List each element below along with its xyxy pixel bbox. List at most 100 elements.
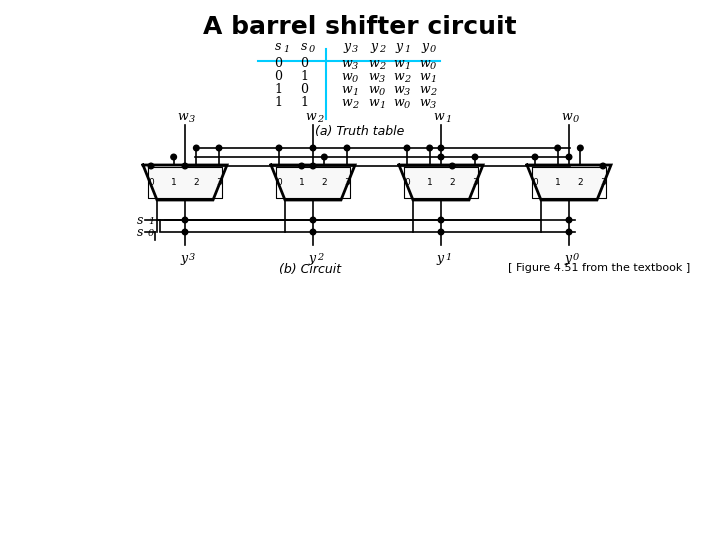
Circle shape <box>310 229 316 235</box>
Text: 3: 3 <box>352 62 359 71</box>
Text: y: y <box>421 40 428 53</box>
Circle shape <box>404 145 410 151</box>
Text: (a) Truth table: (a) Truth table <box>315 125 405 138</box>
Text: 0: 0 <box>379 88 385 97</box>
Text: 1: 1 <box>379 101 385 110</box>
Text: w: w <box>305 110 316 123</box>
Text: 1: 1 <box>274 96 282 109</box>
Circle shape <box>171 154 176 160</box>
Circle shape <box>449 163 455 169</box>
Text: 3: 3 <box>472 178 478 187</box>
Text: 0: 0 <box>300 57 308 70</box>
Text: 1: 1 <box>352 88 359 97</box>
Text: w: w <box>562 110 572 123</box>
Text: 1: 1 <box>300 70 308 83</box>
Polygon shape <box>527 165 611 200</box>
Polygon shape <box>271 165 355 200</box>
Text: w: w <box>394 96 405 109</box>
Circle shape <box>299 163 305 169</box>
Text: w: w <box>420 70 431 83</box>
Circle shape <box>566 229 572 235</box>
Text: 2: 2 <box>449 178 455 187</box>
Text: w: w <box>394 83 405 96</box>
Text: 2: 2 <box>430 88 436 97</box>
Text: (b) Circuit: (b) Circuit <box>279 263 341 276</box>
Polygon shape <box>399 165 483 200</box>
Circle shape <box>216 145 222 151</box>
Text: 0: 0 <box>573 253 580 262</box>
Circle shape <box>566 217 572 223</box>
Circle shape <box>148 163 154 169</box>
Text: w: w <box>341 96 352 109</box>
Text: w: w <box>420 83 431 96</box>
Text: w: w <box>420 96 431 109</box>
Text: 1: 1 <box>445 253 451 262</box>
Text: w: w <box>369 57 379 70</box>
Text: 3: 3 <box>189 253 195 262</box>
Text: 0: 0 <box>148 178 154 187</box>
Text: 0: 0 <box>430 62 436 71</box>
Text: 0: 0 <box>352 75 359 84</box>
Circle shape <box>310 145 316 151</box>
Polygon shape <box>143 165 227 200</box>
Text: 1: 1 <box>299 178 305 187</box>
Text: 0: 0 <box>430 45 436 54</box>
Text: 0: 0 <box>532 178 538 187</box>
Text: w: w <box>369 83 379 96</box>
Text: 3: 3 <box>189 115 195 124</box>
Text: y: y <box>181 252 188 265</box>
Text: 2: 2 <box>317 115 323 124</box>
Text: A barrel shifter circuit: A barrel shifter circuit <box>203 15 517 39</box>
Circle shape <box>182 217 188 223</box>
Text: 3: 3 <box>600 178 606 187</box>
Text: y: y <box>436 252 444 265</box>
Text: w: w <box>420 57 431 70</box>
Text: 1: 1 <box>148 218 154 226</box>
Text: 0: 0 <box>404 101 410 110</box>
Text: 1: 1 <box>445 115 451 124</box>
Text: 2: 2 <box>317 253 323 262</box>
Text: w: w <box>394 70 405 83</box>
Text: y: y <box>370 40 377 53</box>
Text: 0: 0 <box>274 57 282 70</box>
Circle shape <box>427 145 433 151</box>
Text: 0: 0 <box>300 83 308 96</box>
Circle shape <box>322 154 327 160</box>
Circle shape <box>566 154 572 160</box>
Circle shape <box>182 163 188 169</box>
Circle shape <box>438 229 444 235</box>
Text: w: w <box>433 110 444 123</box>
Text: 0: 0 <box>276 178 282 187</box>
Circle shape <box>310 163 316 169</box>
Text: 3: 3 <box>344 178 350 187</box>
Text: 0: 0 <box>274 70 282 83</box>
Text: w: w <box>369 96 379 109</box>
Circle shape <box>600 163 606 169</box>
Circle shape <box>555 145 560 151</box>
Circle shape <box>194 145 199 151</box>
Text: 1: 1 <box>404 62 410 71</box>
Text: 3: 3 <box>404 88 410 97</box>
Text: y: y <box>343 40 351 53</box>
Circle shape <box>438 217 444 223</box>
Text: 1: 1 <box>430 75 436 84</box>
Text: w: w <box>341 83 352 96</box>
Text: 1: 1 <box>404 45 410 54</box>
Text: w: w <box>394 57 405 70</box>
Text: s: s <box>301 40 307 53</box>
Text: 2: 2 <box>379 45 385 54</box>
Text: 3: 3 <box>430 101 436 110</box>
Text: s: s <box>137 213 143 226</box>
Text: 2: 2 <box>379 62 385 71</box>
Circle shape <box>438 145 444 151</box>
Text: 2: 2 <box>322 178 327 187</box>
Text: 1: 1 <box>555 178 561 187</box>
Text: 2: 2 <box>404 75 410 84</box>
Text: s: s <box>137 226 143 239</box>
Text: 3: 3 <box>379 75 385 84</box>
Text: 3: 3 <box>216 178 222 187</box>
Text: 1: 1 <box>300 96 308 109</box>
Text: y: y <box>564 252 572 265</box>
Circle shape <box>344 145 350 151</box>
Text: 0: 0 <box>573 115 580 124</box>
